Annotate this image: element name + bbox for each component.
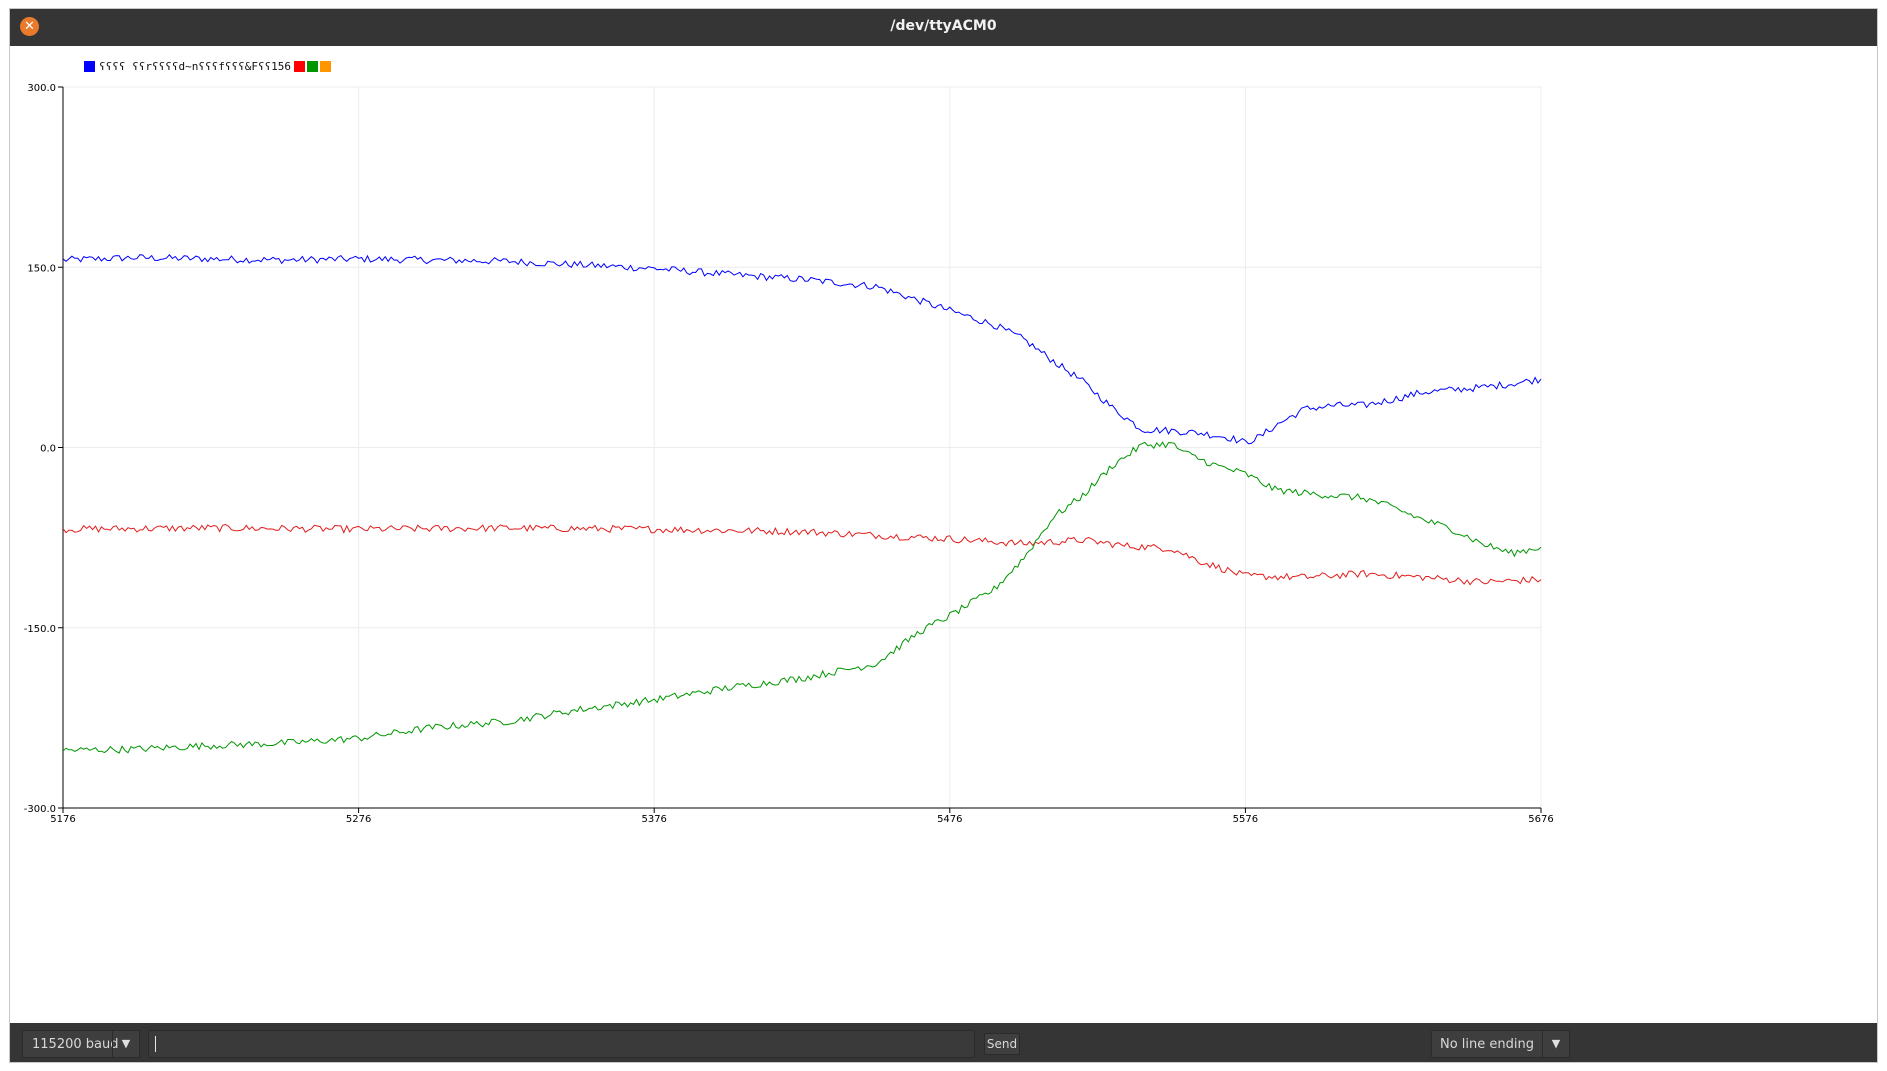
y-tick-label: 150.0: [27, 263, 56, 274]
x-tick-label: 5476: [937, 814, 962, 825]
legend-swatch: [84, 60, 95, 72]
series-line-0: [62, 254, 1542, 445]
y-tick-label: 300.0: [27, 83, 56, 94]
x-tick-label: 5376: [641, 814, 666, 825]
send-input[interactable]: [148, 1030, 975, 1058]
legend-swatch: [294, 60, 306, 72]
legend-label: ʕʕʕʕ ʕʕrʕʕʕʕd~nʕʕʕfʕʕʕ&Fʕʕ156: [99, 59, 292, 73]
baud-rate-select[interactable]: 115200 baud ▼: [22, 1030, 140, 1058]
text-caret: [155, 1036, 156, 1052]
legend-swatch: [320, 60, 332, 72]
legend: ʕʕʕʕ ʕʕrʕʕʕʕd~nʕʕʕfʕʕʕ&Fʕʕ156: [84, 59, 333, 73]
title-bar: ✕ /dev/ttyACM0: [10, 9, 1877, 46]
y-tick-label: -300.0: [24, 804, 56, 815]
tick-labels: 5176 5276 5376 5476 5576 5676 300.0 150.0 0.0 -15…: [24, 83, 1554, 825]
close-icon[interactable]: ✕: [20, 17, 39, 36]
line-chart: 5176 5276 5376 5476 5576 5676 300.0 150.0 0.0 -15…: [24, 83, 1554, 825]
chevron-down-icon[interactable]: ▼: [1542, 1031, 1569, 1057]
axes: [58, 86, 1542, 813]
serial-plotter-window: ✕ /dev/ttyACM0 5176 5276 5376 5476 5576 5676 3…: [9, 8, 1878, 1063]
line-ending-value: No line ending: [1440, 1037, 1534, 1052]
x-tick-label: 5576: [1233, 814, 1258, 825]
baud-rate-value: 115200 baud: [32, 1037, 119, 1052]
plot-area: 5176 5276 5376 5476 5576 5676 300.0 150.0 0.0 -15…: [10, 46, 1877, 1023]
grid: [62, 86, 1542, 809]
bottom-toolbar: 115200 baud ▼ Send No line ending ▼: [10, 1023, 1877, 1062]
series-line-2: [62, 441, 1542, 754]
window-title: /dev/ttyACM0: [890, 18, 997, 34]
series-lines: [62, 254, 1542, 754]
chevron-down-icon[interactable]: ▼: [112, 1031, 139, 1057]
y-tick-label: 0.0: [40, 444, 56, 455]
legend-swatch: [307, 60, 319, 72]
x-tick-label: 5276: [346, 814, 371, 825]
x-tick-label: 5176: [50, 814, 75, 825]
series-line-1: [62, 523, 1542, 586]
x-tick-label: 5676: [1528, 814, 1553, 825]
send-button[interactable]: Send: [984, 1033, 1020, 1055]
y-tick-label: -150.0: [24, 624, 56, 635]
line-ending-select[interactable]: No line ending ▼: [1431, 1030, 1570, 1058]
